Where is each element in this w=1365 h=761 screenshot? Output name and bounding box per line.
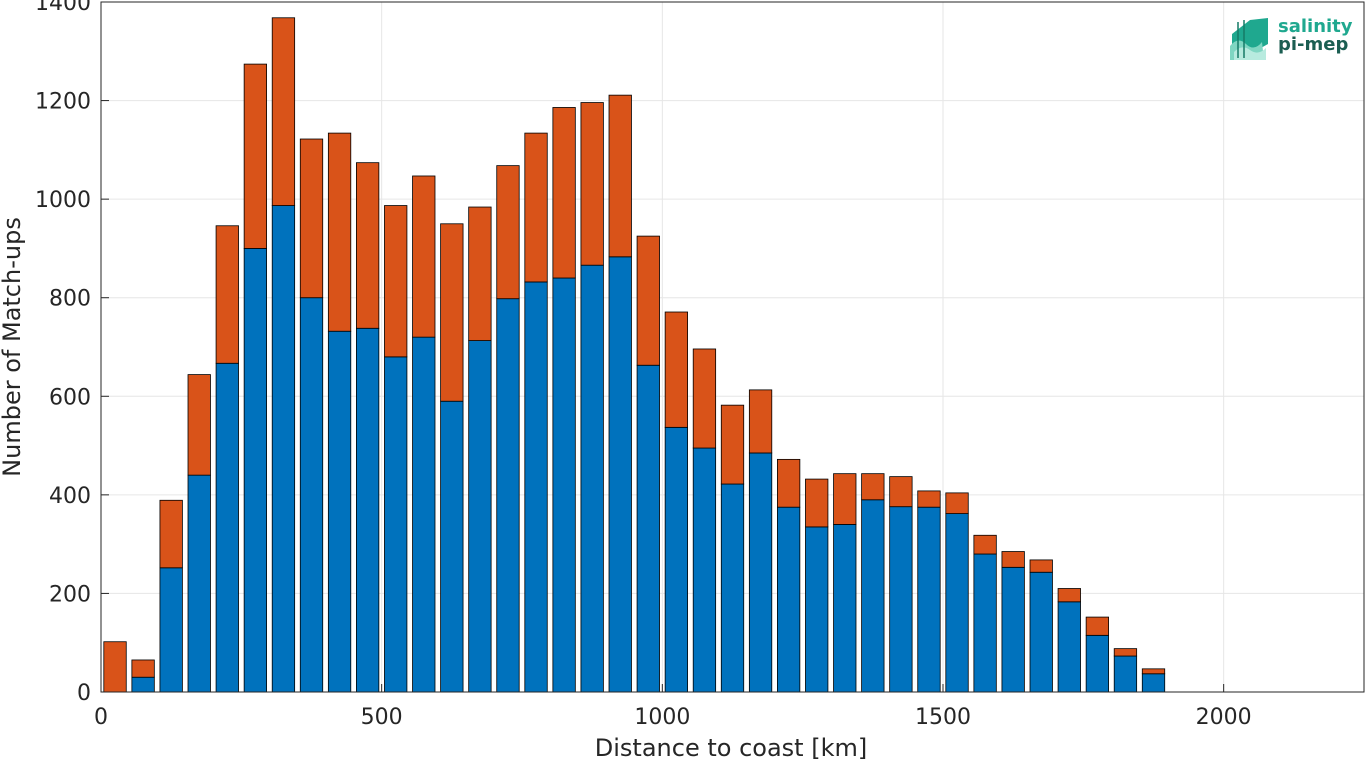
x-tick-label: 500 [361,705,403,730]
bar-series-2 [159,499,183,569]
y-tick-label: 1400 [35,0,91,16]
bar-series-1 [384,356,408,693]
x-tick-label: 1000 [634,705,690,730]
bar-series-2 [748,389,773,454]
y-tick-label: 200 [49,582,91,607]
y-axis-label: Number of Match-ups [0,217,26,477]
bar-series-1 [1113,655,1138,693]
y-tick-label: 600 [49,385,91,410]
plot-frame [100,1,1365,693]
bar-series-1 [299,297,324,693]
bar-series-1 [973,553,997,693]
bar-series-2 [1141,668,1166,675]
bars [103,17,1166,693]
bar-series-2 [692,348,717,449]
bar-series-1 [945,513,969,693]
bar-series-1 [187,474,211,693]
bar-series-2 [608,94,632,258]
bar-series-2 [1113,648,1138,657]
logo-waves-icon [1230,18,1268,60]
y-tick-label: 400 [49,484,91,509]
bar-series-2 [889,476,913,508]
bar-series-2 [636,235,660,366]
bar-series-1 [917,506,941,693]
bar-series-2 [664,311,688,428]
bar-series-1 [1057,601,1081,693]
logo-text-salinity: salinity [1278,16,1353,37]
bar-series-2 [580,102,604,266]
bar-series-2 [973,534,997,555]
bar-series-1 [271,205,296,693]
y-tick-label: 1000 [35,188,91,213]
bar-series-1 [1029,571,1053,693]
bar-series-1 [861,499,885,693]
bar-series-1 [805,526,829,693]
bar-series-2 [833,473,857,525]
logo-text-pi-mep: pi-mep [1278,34,1349,55]
bar-series-2 [1029,559,1053,573]
bar-series-2 [861,473,885,501]
x-tick-label: 0 [94,705,108,730]
bar-series-1 [468,340,492,693]
bar-series-1 [552,277,576,693]
bar-series-1 [636,364,660,693]
bar-series-2 [384,205,408,358]
bar-series-1 [327,330,352,693]
ticks [100,1,1225,693]
x-tick-label: 1500 [915,705,971,730]
bar-series-2 [468,206,492,341]
bar-series-2 [131,659,155,678]
bar-series-2 [103,641,127,693]
bar-series-1 [159,567,183,693]
bar-series-2 [412,175,436,338]
bar-series-1 [889,506,913,693]
bar-series-2 [524,132,548,283]
bar-series-2 [327,132,352,332]
bar-series-2 [271,17,296,206]
y-tick-label: 0 [77,681,91,706]
bar-series-2 [215,225,239,364]
bar-series-2 [777,458,801,508]
bar-series-1 [131,676,155,693]
bar-series-1 [356,327,380,693]
salinity-pi-mep-logo: salinity pi-mep [1228,14,1358,66]
bar-series-1 [1085,634,1109,693]
bar-series-2 [356,162,380,329]
bar-series-2 [917,490,941,508]
bar-series-1 [580,264,604,693]
y-tick-label: 1200 [35,90,91,115]
bar-series-2 [496,165,520,300]
bar-series-1 [412,336,436,693]
bar-series-2 [720,404,745,485]
bar-series-2 [552,107,576,279]
bar-series-2 [1085,616,1109,636]
bar-series-2 [1001,551,1025,568]
bar-series-1 [440,400,464,693]
y-tick-label: 800 [49,287,91,312]
bar-series-1 [243,248,267,693]
tick-labels: 0 200 400 600 800 1000 1200 1400 0 500 1000 1500 200… [35,0,1252,730]
bar-series-2 [1057,588,1081,603]
bar-series-1 [496,298,520,693]
bar-series-1 [608,256,632,693]
bar-series-1 [524,281,548,693]
bar-series-2 [440,223,464,402]
bar-series-1 [1141,673,1166,693]
x-tick-label: 2000 [1196,705,1252,730]
bar-series-2 [299,138,324,299]
bar-series-2 [243,63,267,249]
bar-series-1 [777,506,801,693]
bar-series-1 [1001,566,1025,693]
bar-series-2 [945,492,969,514]
bar-series-2 [187,374,211,476]
bar-series-1 [692,447,717,693]
bar-series-1 [664,426,688,693]
x-axis-label: Distance to coast [km] [595,734,867,761]
bar-series-1 [720,483,745,693]
bar-series-2 [805,478,829,528]
bar-series-1 [215,362,239,693]
bar-series-1 [748,452,773,693]
bar-series-1 [833,524,857,693]
